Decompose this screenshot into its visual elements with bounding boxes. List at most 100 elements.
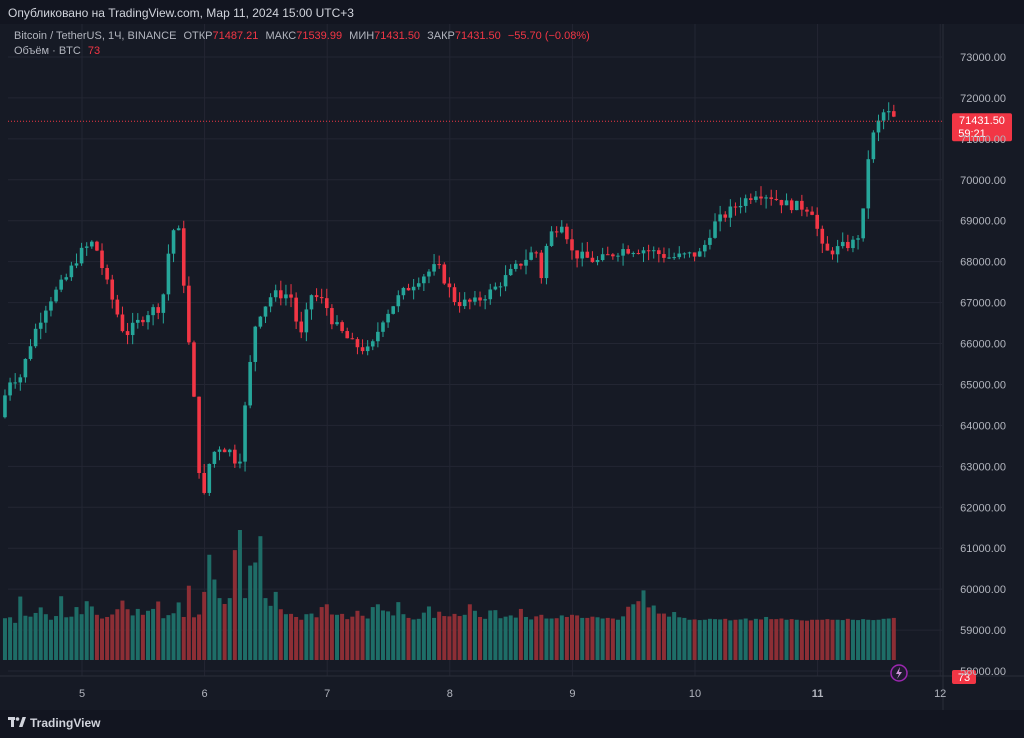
- volume-bar: [478, 616, 483, 660]
- volume-bar: [355, 610, 360, 660]
- candle-body: [263, 306, 268, 317]
- candle-body: [646, 250, 651, 252]
- candle-body: [340, 322, 344, 332]
- candle-body: [227, 449, 232, 453]
- volume-bar: [48, 619, 53, 660]
- y-tick-label: 67000.00: [960, 298, 1006, 310]
- volume-bar: [125, 609, 130, 660]
- candle-body: [44, 310, 48, 323]
- volume-bar: [692, 619, 697, 660]
- volume-bar: [549, 618, 554, 660]
- volume-bar: [447, 616, 452, 660]
- candles: [3, 102, 896, 496]
- volume-bar: [769, 619, 774, 660]
- volume-bar: [845, 618, 850, 660]
- candle-body: [238, 461, 242, 464]
- volume-bar: [784, 619, 789, 660]
- candle-body: [18, 377, 23, 383]
- candle-body: [207, 463, 212, 493]
- volume-bar: [406, 617, 411, 660]
- y-tick-label: 72000.00: [960, 93, 1006, 105]
- candle-body: [468, 299, 472, 302]
- candle-body: [335, 322, 339, 325]
- low-label: МИН: [349, 30, 375, 42]
- y-tick-label: 65000.00: [960, 379, 1006, 391]
- volume-bar: [677, 617, 682, 660]
- candle-body: [508, 268, 513, 276]
- candle-body: [166, 253, 171, 295]
- volume-bar: [28, 616, 33, 660]
- candle-body: [330, 308, 334, 325]
- volume-bar: [23, 615, 28, 660]
- volume-bar: [605, 617, 610, 660]
- volume-bar: [856, 620, 861, 660]
- candle-body: [105, 268, 109, 280]
- candle-body: [733, 206, 738, 208]
- candle-body: [222, 449, 227, 453]
- volume-bar: [263, 598, 268, 660]
- volume-bar: [186, 585, 191, 660]
- candle-body: [789, 200, 794, 211]
- change-value: −55.70 (−0.08%): [507, 30, 590, 42]
- candle-body: [641, 250, 646, 254]
- volume-bar: [488, 610, 493, 660]
- candle-body: [559, 226, 564, 233]
- y-tick-label: 68000.00: [960, 257, 1006, 269]
- candle-body: [416, 283, 421, 287]
- volume-bar: [268, 605, 273, 660]
- candle-body: [176, 228, 181, 231]
- candle-body: [411, 286, 416, 291]
- candle-body: [350, 338, 355, 340]
- price-axis: 58000.00 59000.00 60000.00 61000.00 62000.00…: [960, 52, 1006, 678]
- volume-bar: [626, 606, 631, 660]
- volume-bar: [18, 596, 23, 660]
- candle-body: [554, 231, 559, 233]
- volume-bar: [743, 618, 748, 660]
- volume-bar: [248, 565, 253, 660]
- volume-bar: [375, 604, 380, 660]
- volume-bar: [324, 604, 329, 660]
- volume-bar: [38, 607, 43, 660]
- candle-body: [376, 331, 380, 342]
- symbol-name[interactable]: Bitcoin / TetherUS, 1Ч, BINANCE: [14, 30, 177, 42]
- candle-body: [820, 228, 825, 244]
- candle-body: [90, 241, 94, 247]
- volume-bar: [283, 614, 288, 660]
- candle-body: [100, 250, 104, 269]
- y-tick-label: 63000.00: [960, 461, 1006, 473]
- volume-label[interactable]: Объём · BTC: [14, 45, 81, 57]
- volume-bar: [243, 598, 248, 660]
- volume-bar: [197, 614, 202, 660]
- candle-body: [406, 287, 411, 291]
- volume-bar: [84, 601, 89, 660]
- candle-body: [110, 279, 115, 300]
- candle-body: [33, 328, 38, 347]
- x-tick-label: 9: [569, 688, 575, 700]
- volume-bar: [559, 615, 564, 660]
- lightning-icon: [890, 664, 908, 682]
- candle-body: [794, 200, 799, 211]
- chart-area[interactable]: [0, 24, 1024, 710]
- candle-body: [432, 264, 436, 272]
- volume-bar: [748, 620, 753, 660]
- volume-bar: [590, 616, 595, 660]
- volume-bar: [569, 614, 574, 660]
- x-tick-label: 8: [447, 688, 453, 700]
- tradingview-logo[interactable]: TradingView: [8, 716, 100, 730]
- volume-bar: [289, 613, 294, 660]
- candle-body: [422, 276, 426, 284]
- volume-bar: [59, 596, 64, 660]
- volume-bar: [43, 614, 48, 660]
- volume-bar: [707, 618, 712, 660]
- volume-bar: [411, 619, 416, 660]
- volume-bar: [54, 616, 59, 660]
- candle-body: [524, 259, 528, 266]
- volume-bar: [764, 616, 769, 660]
- candle-body: [513, 263, 518, 269]
- volume-bar: [181, 616, 186, 660]
- volume-bar: [232, 550, 237, 660]
- volume-tag-value: 73: [958, 672, 970, 684]
- candle-body: [473, 297, 477, 302]
- ohlc-legend: Bitcoin / TetherUS, 1Ч, BINANCE ОТКР7148…: [14, 30, 590, 42]
